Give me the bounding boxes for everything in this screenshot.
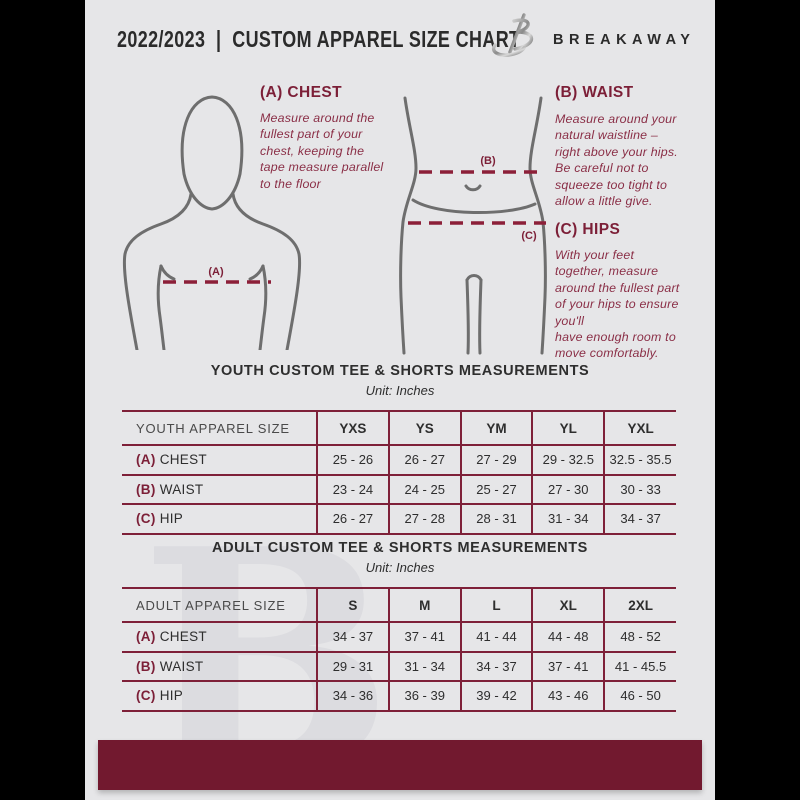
size-range-cell: 39 - 42	[459, 681, 533, 711]
size-chart-page: B 2022/2023 | CUSTOM APPAREL SIZE CHART …	[85, 0, 715, 800]
size-column-header: YL	[531, 411, 605, 445]
row-prefix: (C)	[136, 688, 156, 704]
adult-size-table: ADULT APPAREL SIZE S M L XL 2XL (A) CHEST 34 - …	[122, 587, 676, 712]
chest-section-title: (A) CHEST	[260, 84, 342, 101]
waist-section-body: Measure around your natural waistline – …	[555, 112, 678, 209]
size-range-cell: 41 - 44	[459, 622, 533, 652]
size-range-cell: 27 - 30	[531, 474, 605, 504]
size-range-cell: 44 - 48	[531, 622, 605, 652]
table-row: (B) WAIST 23 - 24 24 - 25 25 - 27 27 - 30 30 …	[122, 474, 676, 504]
table-row: (C) HIP 34 - 36 36 - 39 39 - 42 43 - 46 46 - …	[122, 681, 676, 711]
hips-section-body: With your feet together, measure around …	[555, 248, 680, 361]
youth-table-title: YOUTH CUSTOM TEE & SHORTS MEASUREMENTS	[210, 363, 590, 379]
breakaway-logo-icon	[491, 13, 534, 57]
size-range-cell: 48 - 52	[603, 622, 676, 652]
table-row: (A) CHEST 34 - 37 37 - 41 41 - 44 44 - 48 48 …	[122, 622, 676, 652]
waist-line-label: (B)	[480, 155, 496, 167]
size-range-cell: 30 - 33	[603, 474, 676, 504]
size-range-cell: 29 - 31	[316, 651, 389, 681]
footer-bar	[98, 740, 702, 790]
hips-section-title: (C) HIPS	[555, 221, 621, 238]
chest-diagram: (A)	[122, 95, 302, 350]
page-title: 2022/2023 | CUSTOM APPAREL SIZE CHART	[117, 26, 521, 52]
size-range-cell: 46 - 50	[603, 681, 676, 711]
size-column-header: YXL	[603, 411, 676, 445]
size-range-cell: 25 - 27	[459, 474, 533, 504]
adult-table-title: ADULT CUSTOM TEE & SHORTS MEASUREMENTS	[212, 540, 588, 556]
size-column-header: XL	[531, 588, 605, 622]
measurement-row-label: (B) WAIST	[136, 658, 204, 674]
youth-size-table: YOUTH APPAREL SIZE YXS YS YM YL YXL (A) CHEST 2…	[122, 410, 676, 535]
size-range-cell: 43 - 46	[531, 681, 605, 711]
size-range-cell: 27 - 28	[387, 504, 461, 534]
size-range-cell: 37 - 41	[531, 651, 605, 681]
size-column-header: YXS	[316, 411, 389, 445]
size-range-cell: 36 - 39	[387, 681, 461, 711]
size-range-cell: 26 - 27	[387, 445, 461, 475]
brand-name: BREAKAWAY	[553, 32, 696, 48]
size-range-cell: 27 - 29	[459, 445, 533, 475]
size-range-cell: 31 - 34	[531, 504, 605, 534]
size-column-header: YM	[459, 411, 533, 445]
measurement-row-label: (A) CHEST	[136, 452, 207, 468]
size-column-header: YS	[387, 411, 461, 445]
waist-hips-diagram: (B) (C)	[399, 96, 547, 355]
size-range-cell: 28 - 31	[459, 504, 533, 534]
size-column-header: M	[387, 588, 461, 622]
chest-section-body: Measure around the fullest part of your …	[260, 111, 384, 191]
row-prefix: (B)	[136, 658, 156, 674]
size-range-cell: 41 - 45.5	[603, 651, 676, 681]
measurement-row-label: (C) HIP	[136, 688, 184, 704]
size-column-header: S	[316, 588, 389, 622]
size-range-cell: 31 - 34	[387, 651, 461, 681]
size-range-cell: 34 - 37	[459, 651, 533, 681]
size-range-cell: 24 - 25	[387, 474, 461, 504]
size-range-cell: 32.5 - 35.5	[603, 445, 676, 475]
waist-section-title: (B) WAIST	[555, 84, 634, 101]
size-range-cell: 37 - 41	[387, 622, 461, 652]
measurement-row-label: (B) WAIST	[136, 481, 204, 497]
size-range-cell: 26 - 27	[316, 504, 389, 534]
table-label-header: ADULT APPAREL SIZE	[136, 597, 286, 613]
chest-line-label: (A)	[208, 266, 224, 278]
size-range-cell: 34 - 37	[603, 504, 676, 534]
size-range-cell: 34 - 37	[316, 622, 389, 652]
table-row: (B) WAIST 29 - 31 31 - 34 34 - 37 37 - 41 41 …	[122, 651, 676, 681]
size-range-cell: 34 - 36	[316, 681, 389, 711]
adult-table-unit: Unit: Inches	[365, 560, 435, 575]
row-prefix: (A)	[136, 629, 156, 645]
measurement-row-label: (A) CHEST	[136, 629, 207, 645]
row-prefix: (C)	[136, 511, 156, 527]
row-prefix: (B)	[136, 481, 156, 497]
table-label-header: YOUTH APPAREL SIZE	[136, 420, 290, 436]
size-column-header: 2XL	[603, 588, 676, 622]
size-column-header: L	[459, 588, 533, 622]
size-range-cell: 29 - 32.5	[531, 445, 605, 475]
size-range-cell: 23 - 24	[316, 474, 389, 504]
hips-line-label: (C)	[521, 230, 537, 242]
row-prefix: (A)	[136, 452, 156, 468]
table-row: (C) HIP 26 - 27 27 - 28 28 - 31 31 - 34 34 - …	[122, 504, 676, 534]
size-range-cell: 25 - 26	[316, 445, 389, 475]
measurement-row-label: (C) HIP	[136, 511, 184, 527]
table-row: (A) CHEST 25 - 26 26 - 27 27 - 29 29 - 32.5 3…	[122, 445, 676, 475]
youth-table-unit: Unit: Inches	[365, 383, 435, 398]
